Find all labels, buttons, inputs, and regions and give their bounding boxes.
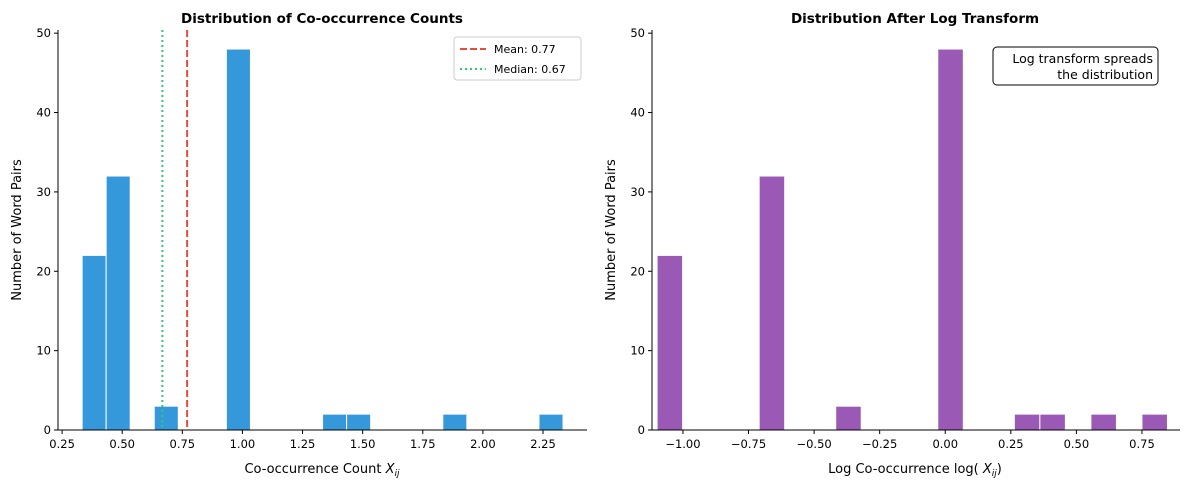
x-tick-label: 2.00 xyxy=(470,437,496,451)
histogram-bar xyxy=(1013,413,1041,431)
y-tick-label: 20 xyxy=(36,264,51,278)
histogram-bar xyxy=(656,254,684,431)
histogram-bar xyxy=(1090,413,1117,431)
histogram-bar xyxy=(758,175,786,431)
chart-title: Distribution After Log Transform xyxy=(791,11,1039,27)
x-tick-label: 0.00 xyxy=(932,437,958,451)
x-tick-label: 0.50 xyxy=(1064,437,1090,451)
x-tick-label: 0.25 xyxy=(998,437,1024,451)
x-axis-label: Co-occurrence Count Xij xyxy=(244,462,400,479)
x-tick-label: 0.75 xyxy=(1129,437,1155,451)
histogram-bar xyxy=(835,405,862,431)
chart-panel-2: −1.00 −0.75 −0.50 −0.25 0.00 0.25 0.50 0.75 0 10 2… xyxy=(604,11,1180,479)
x-tick-label: −0.75 xyxy=(731,437,766,451)
y-tick-label: 40 xyxy=(36,106,51,120)
x-tick-label: 0.50 xyxy=(109,437,135,451)
y-tick-label: 10 xyxy=(36,344,51,358)
chart-panel-1: 0.25 0.50 0.75 1.00 1.25 1.50 1.75 2.00 2.25 0 10 2… xyxy=(10,11,587,479)
histogram-bar xyxy=(105,175,131,431)
y-tick-label: 10 xyxy=(630,344,645,358)
x-axis-label-end: ) xyxy=(997,462,1002,477)
annotation-text: Log transform spreads xyxy=(1012,51,1153,66)
legend-label: Mean: 0.77 xyxy=(494,43,556,56)
histogram-bar xyxy=(322,413,348,431)
y-tick-label: 20 xyxy=(630,264,645,278)
x-tick-label: 2.25 xyxy=(530,437,556,451)
histogram-bar xyxy=(81,254,107,431)
x-tick-label: −1.00 xyxy=(665,437,700,451)
histogram-bar xyxy=(1039,413,1066,431)
legend: Mean: 0.77 Median: 0.67 xyxy=(453,36,582,81)
y-axis-label: Number of Word Pairs xyxy=(10,159,25,301)
histogram-bar xyxy=(1141,413,1168,431)
histogram-bar xyxy=(153,405,179,431)
x-axis-label: Log Co-occurrence log( Xij) xyxy=(828,462,1002,479)
y-tick-label: 0 xyxy=(44,423,51,437)
y-tick-label: 0 xyxy=(638,423,645,437)
y-tick-label: 40 xyxy=(630,106,645,120)
x-tick-label: 1.00 xyxy=(230,437,256,451)
y-tick-label: 30 xyxy=(36,185,51,199)
x-axis-label-text: Log Co-occurrence log( xyxy=(828,462,983,477)
histogram-bar xyxy=(538,413,564,431)
y-axis-label: Number of Word Pairs xyxy=(604,159,619,301)
legend-label: Median: 0.67 xyxy=(494,63,566,76)
y-tick-label: 50 xyxy=(630,26,645,40)
y-tick-label: 30 xyxy=(630,185,645,199)
y-tick-label: 50 xyxy=(36,26,51,40)
x-tick-label: 1.50 xyxy=(350,437,376,451)
x-tick-label: 1.25 xyxy=(290,437,316,451)
x-axis-label-text: Co-occurrence Count xyxy=(244,462,385,477)
histogram-bar xyxy=(225,48,251,431)
x-axis-label-sub: ij xyxy=(395,469,401,479)
x-tick-label: −0.50 xyxy=(796,437,831,451)
histogram-bar xyxy=(442,413,468,431)
histogram-bar xyxy=(346,413,372,431)
x-tick-label: 0.75 xyxy=(170,437,196,451)
x-axis-label-var: X xyxy=(982,462,993,477)
annotation-box xyxy=(992,46,1159,86)
x-tick-label: 0.25 xyxy=(49,437,75,451)
x-tick-label: −0.25 xyxy=(862,437,897,451)
histogram-bar xyxy=(937,48,964,431)
x-axis-label-sub: ij xyxy=(992,469,998,479)
x-axis-label-var: X xyxy=(385,462,396,477)
annotation-text: the distribution xyxy=(1057,67,1153,82)
chart-title: Distribution of Co-occurrence Counts xyxy=(181,11,463,27)
x-tick-label: 1.75 xyxy=(410,437,436,451)
